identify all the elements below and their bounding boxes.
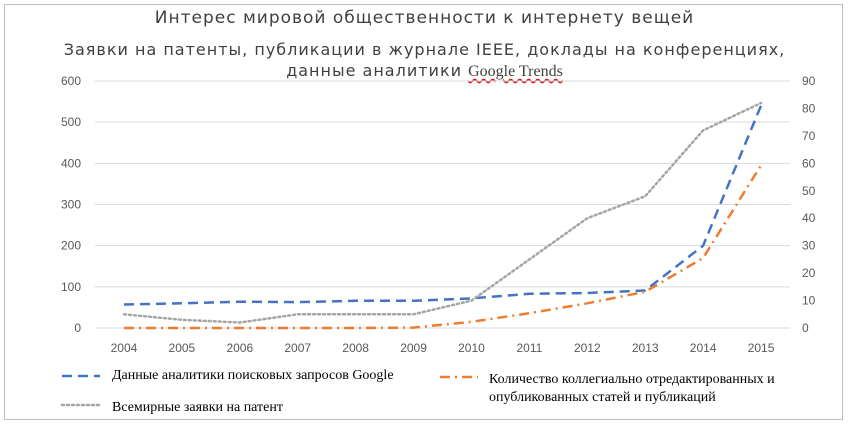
chart-title: Интерес мировой общественности к интерне… — [154, 8, 695, 28]
left-tick-label: 300 — [61, 198, 81, 212]
x-tick-label: 2007 — [284, 341, 311, 355]
x-tick-label: 2012 — [574, 341, 601, 355]
right-tick-label: 60 — [802, 156, 816, 170]
right-tick-label: 30 — [802, 239, 816, 253]
right-tick-label: 80 — [802, 101, 816, 115]
x-tick-label: 2013 — [632, 341, 659, 355]
legend-google-label: Данные аналитики поисковых запросов Goog… — [112, 368, 394, 383]
x-tick-label: 2015 — [748, 341, 775, 355]
x-tick-label: 2006 — [226, 341, 253, 355]
series-line-publications — [124, 164, 763, 330]
x-tick-label: 2011 — [516, 341, 542, 355]
gridlines — [95, 80, 790, 329]
legend-markers — [60, 374, 478, 407]
left-tick-label: 100 — [61, 280, 81, 294]
right-tick-label: 40 — [802, 211, 816, 225]
left-tick-label: 500 — [61, 115, 81, 129]
x-tick-label: 2004 — [111, 341, 138, 355]
left-axis-ticks: 0 100 200 300 400 500 600 — [61, 74, 81, 335]
series-line-google — [123, 105, 763, 306]
x-tick-label: 2008 — [342, 341, 369, 355]
right-tick-label: 10 — [802, 294, 816, 308]
legend-publications-label-line2: опубликованных статей и публикаций — [489, 390, 716, 405]
subtitle-brand: Google Trends — [468, 63, 563, 80]
x-tick-label: 2010 — [458, 341, 485, 355]
right-tick-label: 50 — [802, 184, 816, 198]
legend-patents-label: Всемирные заявки на патент — [112, 400, 283, 415]
subtitle-prefix: данные аналитики — [286, 61, 463, 80]
left-tick-label: 0 — [74, 321, 81, 335]
right-axis-ticks: 0 10 20 30 40 50 60 70 80 90 — [802, 74, 816, 335]
left-tick-label: 600 — [61, 74, 81, 88]
chart-subtitle-line1: Заявки на патенты, публикации в журнале … — [63, 40, 786, 59]
right-tick-label: 0 — [802, 321, 809, 335]
chart-subtitle-line2: данные аналитики Google Trends — [0, 61, 849, 81]
x-tick-label: 2014 — [690, 341, 717, 355]
right-tick-label: 70 — [802, 129, 816, 143]
x-axis-ticks: 2004 2005 2006 2007 2008 2009 2010 2011 2012 2013… — [111, 341, 775, 355]
left-tick-label: 200 — [61, 239, 81, 253]
x-tick-label: 2005 — [169, 341, 196, 355]
series-line-patents — [122, 101, 763, 324]
x-tick-label: 2009 — [400, 341, 427, 355]
right-tick-label: 20 — [802, 266, 816, 280]
legend-publications-label-line1: Количество коллегиально отредактированны… — [489, 372, 775, 387]
left-tick-label: 400 — [61, 156, 81, 170]
right-tick-label: 90 — [802, 74, 816, 88]
series-lines — [122, 101, 763, 330]
chart-frame — [4, 4, 843, 420]
